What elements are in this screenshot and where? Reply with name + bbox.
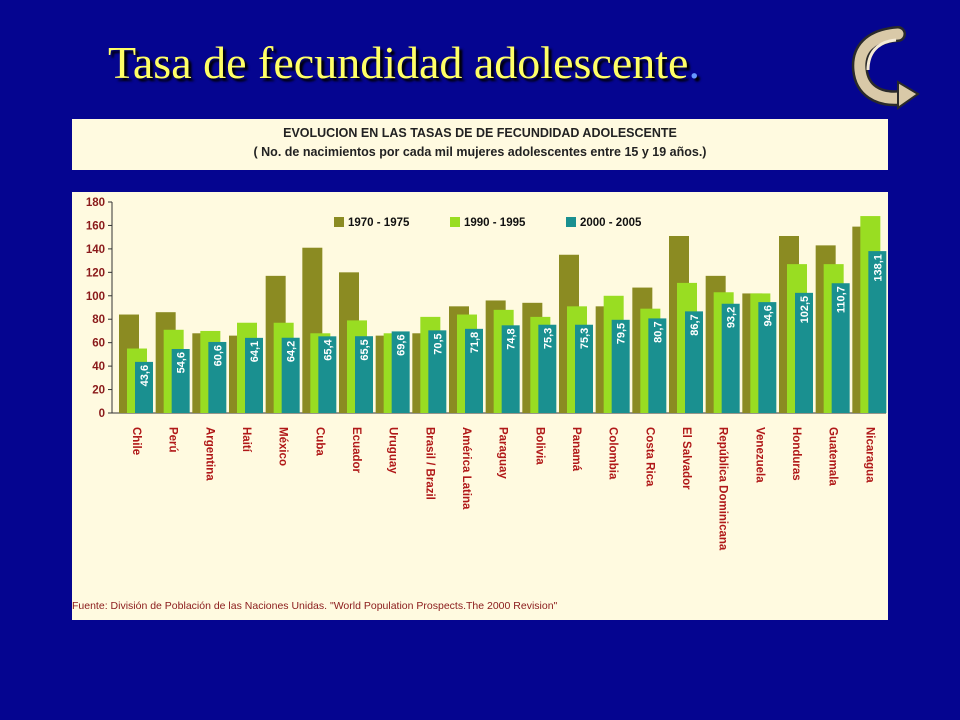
bar-series-3 [355,336,373,413]
legend-swatch [450,217,460,227]
bar-value-label: 80,7 [652,321,664,342]
category-label: Ecuador [350,427,362,474]
y-tick-label: 160 [86,220,105,232]
legend-swatch [566,217,576,227]
bar-value-label: 75,3 [542,328,554,349]
bar-value-label: 69,6 [396,334,408,355]
curved-return-arrow-icon[interactable] [848,26,920,110]
chart-panel: 0 20 40 60 80 100 120 140 160 180 1970 - 1975 1990 … [72,192,888,620]
y-tick-label: 120 [86,267,105,279]
slide-title-text: Tasa de fecundidad adolescente [108,37,689,88]
bar-series-3 [795,292,813,413]
bar-series-3 [868,251,887,413]
category-label: Venezuela [753,427,765,483]
bar-value-label: 93,2 [726,307,738,328]
slide-title: Tasa de fecundidad adolescente. [108,40,700,86]
chart-header-line1: EVOLUCION EN LAS TASAS DE DE FECUNDIDAD … [283,126,677,140]
bar-series-3 [391,331,410,413]
legend-label: 1990 - 1995 [464,217,526,229]
bar-series-3 [575,324,593,413]
bar-series-3 [171,348,190,413]
chart-header: EVOLUCION EN LAS TASAS DE DE FECUNDIDAD … [72,119,888,170]
bar-value-label: 65,4 [322,338,334,360]
bar-series-3 [208,341,227,413]
y-tick-label: 40 [92,361,105,373]
bar-value-label: 65,5 [359,339,371,360]
bar-value-label: 74,8 [506,328,518,349]
bar-value-label: 102,5 [799,296,811,324]
slide-title-dot: . [688,37,700,88]
category-label: Perú [167,427,179,453]
bar-series-3 [685,311,703,413]
legend-label: 1970 - 1975 [348,217,410,229]
category-label: Haití [240,427,252,453]
chart-header-line2: ( No. de nacimientos por cada mil mujere… [253,145,707,159]
category-label: Chile [130,427,142,455]
y-tick-label: 20 [92,385,105,397]
category-label: Paraguay [497,427,509,479]
bar-chart: 0 20 40 60 80 100 120 140 160 180 1970 - 1975 1990 … [86,197,887,551]
category-label: Brasil / Brazil [423,427,435,500]
bar-value-label: 43,6 [139,365,151,386]
bar-series-3 [501,325,520,413]
y-tick-label: 60 [92,338,105,350]
bar-series-3 [465,328,483,413]
category-label: El Salvador [680,427,692,490]
category-label: Guatemala [827,427,839,486]
legend-swatch [334,217,344,227]
bar-value-label: 60,6 [212,345,224,366]
bar-value-label: 75,3 [579,328,591,349]
bar-value-label: 64,2 [286,341,298,362]
bar-series-3 [648,318,667,413]
bar-value-label: 138,1 [872,254,884,282]
category-label: Cuba [313,427,325,456]
category-label: Uruguay [387,427,399,474]
bar-value-label: 70,5 [432,333,444,354]
y-tick-label: 140 [86,244,105,256]
bar-value-label: 79,5 [616,323,628,344]
category-label: Honduras [790,427,802,481]
category-label: Nicaragua [863,427,875,483]
category-label: República Dominicana [717,427,729,551]
y-tick-label: 180 [86,197,105,209]
bar-series-3 [245,337,263,413]
bar-value-label: 86,7 [689,314,701,335]
category-label: Costa Rica [643,427,655,487]
legend-label: 2000 - 2005 [580,217,642,229]
category-label: México [277,427,289,466]
bar-series-3 [318,336,337,413]
bar-series-3 [611,319,630,413]
category-label: Argentina [203,427,215,481]
y-tick-label: 0 [99,408,105,420]
category-label: América Latina [460,427,472,510]
category-label: Bolivia [533,427,545,465]
bar-value-label: 54,6 [176,352,188,373]
bar-series-3 [428,330,447,413]
bar-series-3 [721,303,740,413]
bar-value-label: 64,1 [249,341,261,362]
bar-value-label: 71,8 [469,332,481,353]
y-tick-label: 80 [92,314,105,326]
category-label: Panamá [570,427,582,472]
bar-series-3 [135,361,153,413]
bar-series-3 [831,283,850,413]
bar-series-3 [538,324,557,413]
source-note: Fuente: División de Población de las Nac… [72,600,558,612]
bar-value-label: 110,7 [836,286,848,313]
bar-series-3 [758,302,777,413]
y-tick-label: 100 [86,291,105,303]
category-label: Colombia [607,427,619,480]
bar-series-3 [281,337,300,413]
bar-value-label: 94,6 [762,305,774,326]
